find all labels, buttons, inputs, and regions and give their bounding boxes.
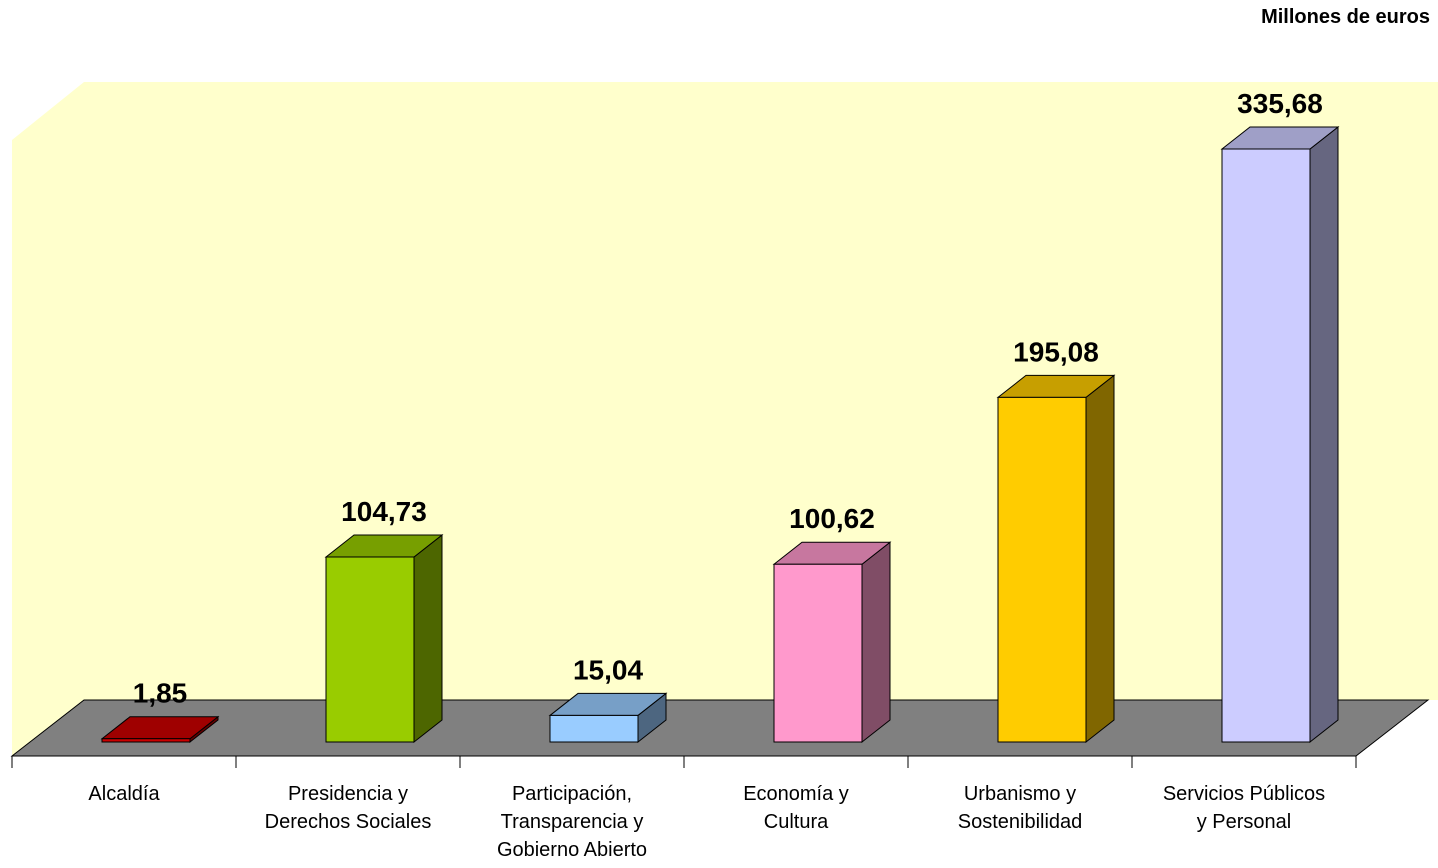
bar: [1221, 148, 1311, 743]
value-label: 104,73: [341, 496, 427, 527]
x-tick-label: Alcaldía: [88, 783, 160, 805]
value-label: 15,04: [573, 654, 643, 685]
x-tick-label: Presidencia y Derechos Sociales: [264, 783, 432, 833]
unit-label: Millones de euros: [1261, 6, 1430, 28]
bar: [101, 738, 191, 743]
value-label: 1,85: [133, 678, 188, 709]
bar-side: [413, 533, 443, 744]
floor: [10, 699, 1430, 757]
x-tick-label: Economía y Cultura: [743, 783, 849, 833]
bar: [549, 714, 639, 743]
bar: [997, 396, 1087, 743]
x-tick-label: Urbanismo y Sostenibilidad: [957, 783, 1083, 833]
x-tick-label: Participación, Transparencia y Gobierno …: [496, 783, 648, 861]
bar-side: [1085, 374, 1115, 744]
value-label: 100,62: [789, 503, 875, 534]
value-label: 335,68: [1237, 88, 1323, 119]
bar: [773, 563, 863, 743]
x-tick-label: Servicios Públicos y Personal: [1162, 783, 1326, 833]
bar: [325, 556, 415, 743]
value-label: 195,08: [1013, 336, 1099, 367]
bar-side: [861, 541, 891, 744]
bar-side: [1309, 125, 1339, 744]
